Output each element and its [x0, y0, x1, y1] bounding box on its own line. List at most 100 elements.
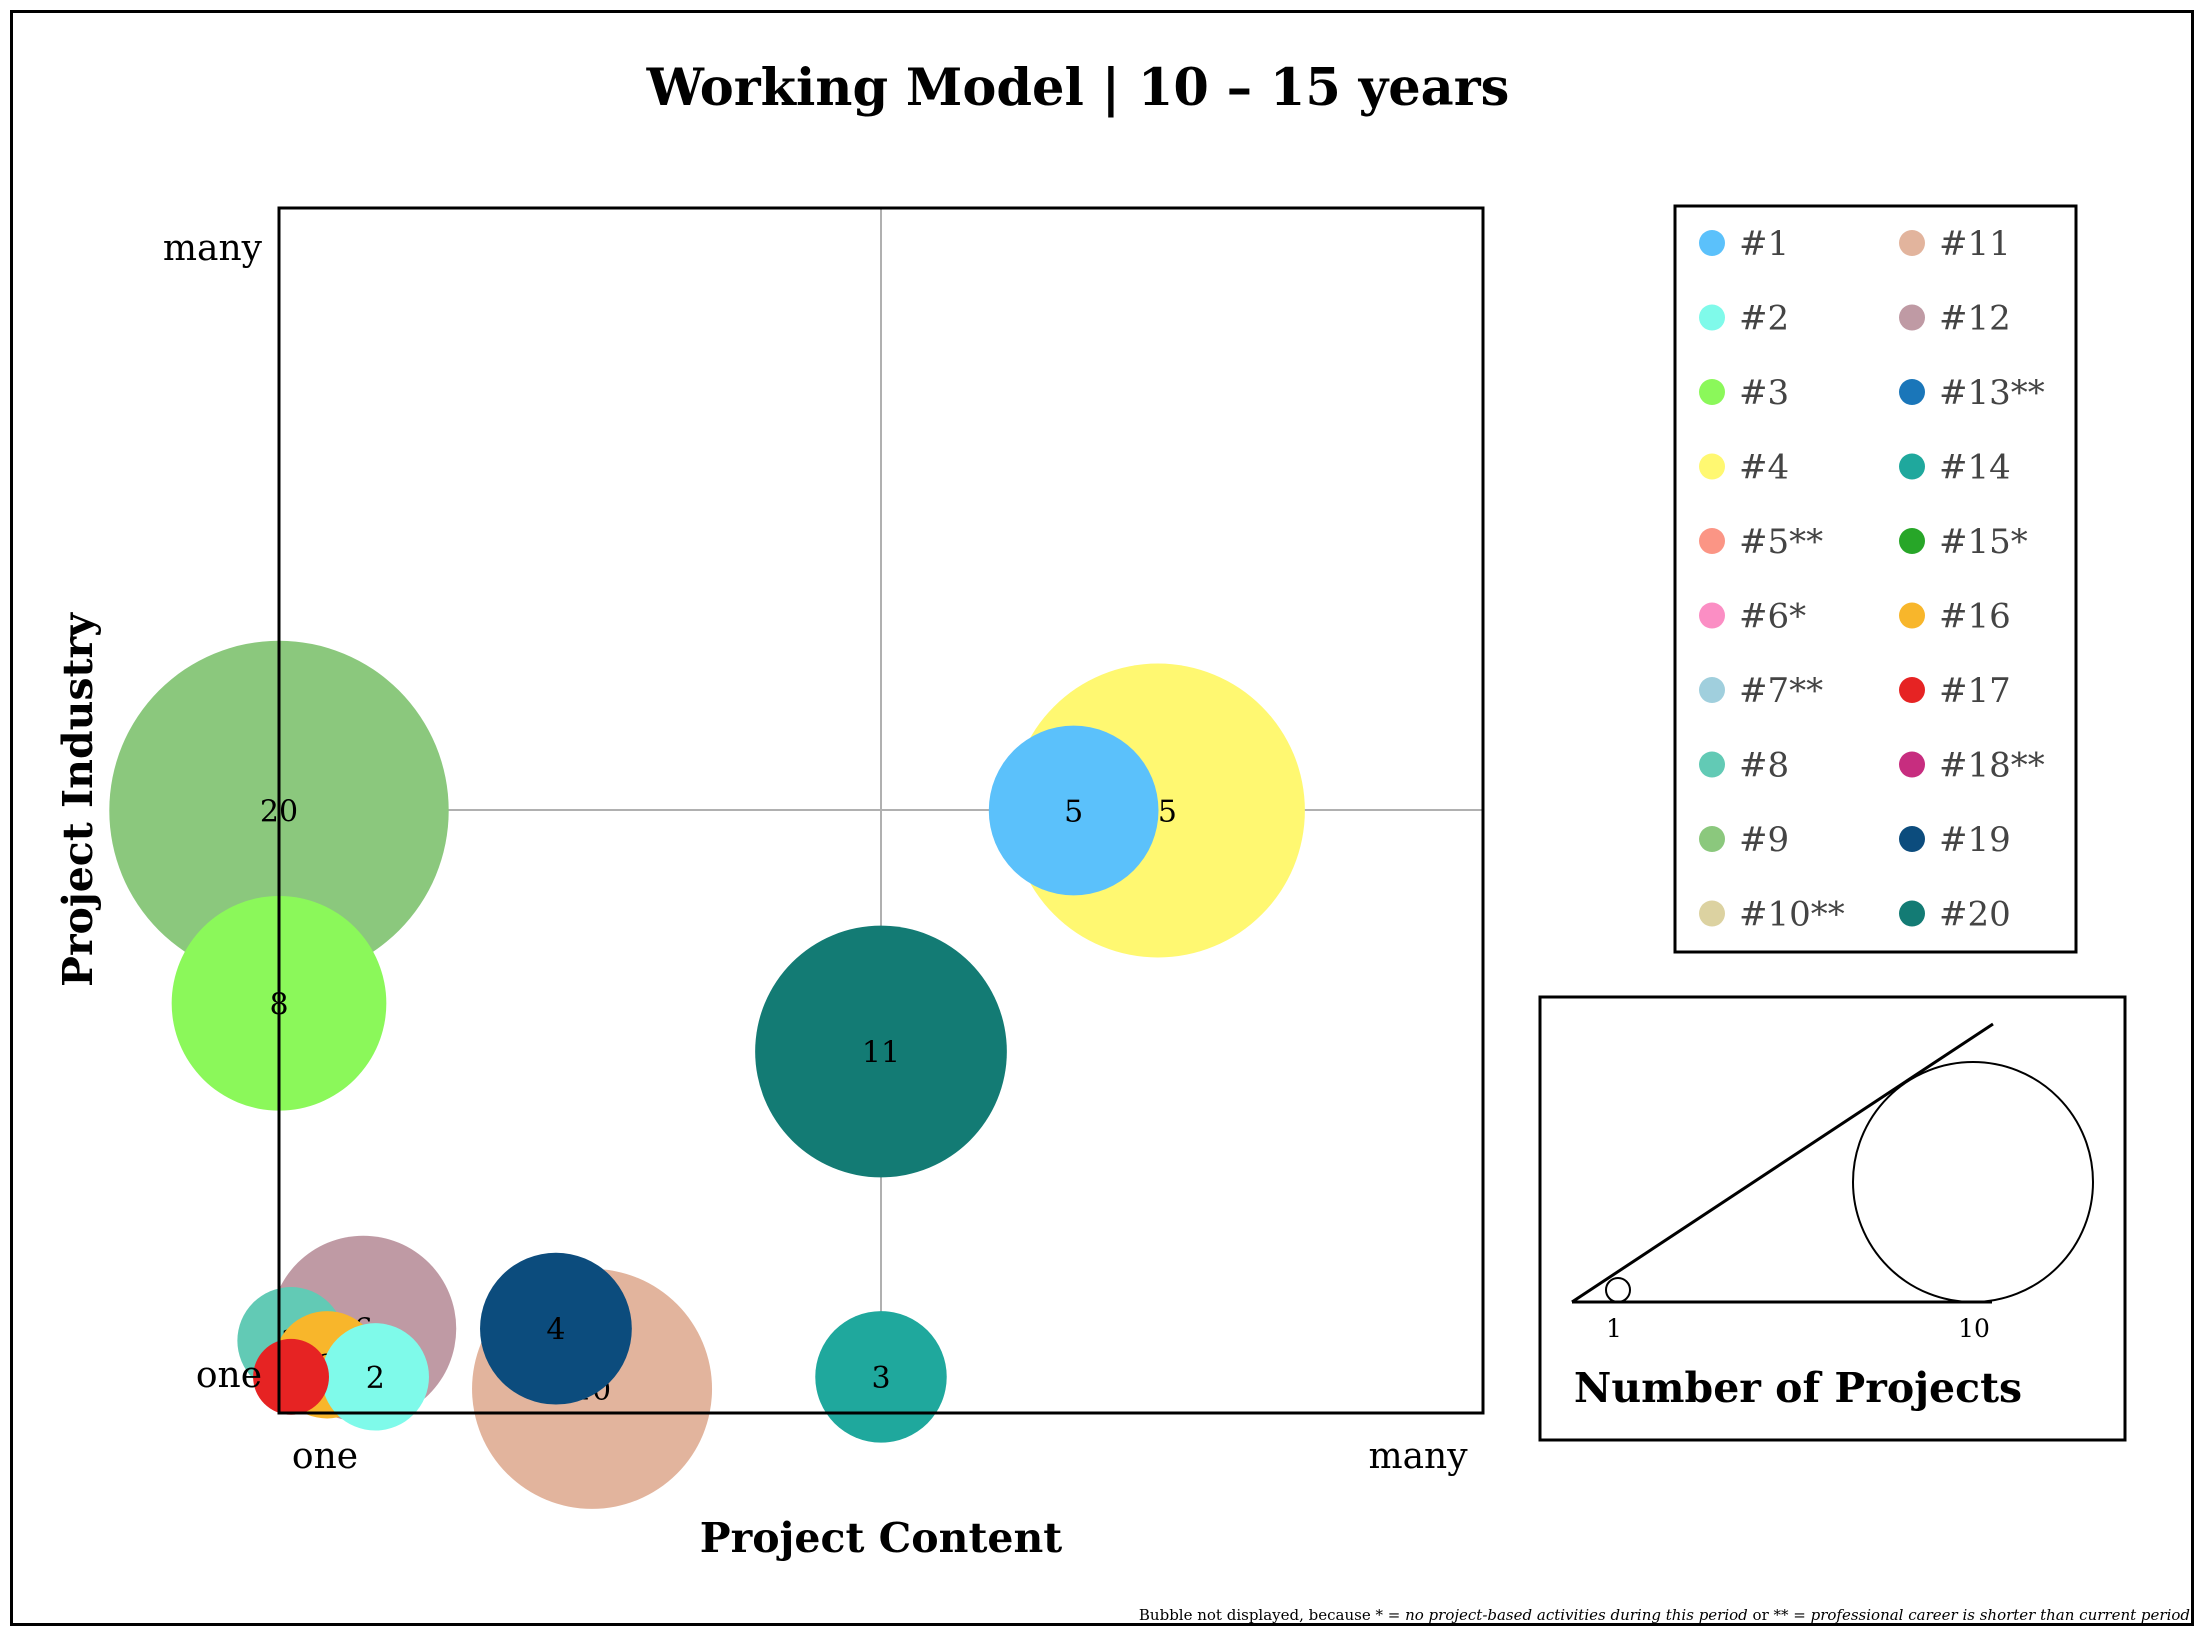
- bubble: 2: [321, 1323, 429, 1431]
- legend-label: #8: [1739, 746, 1789, 786]
- legend-label: #11: [1939, 224, 2011, 264]
- legend-swatch: [1699, 677, 1725, 703]
- legend-swatch: [1699, 602, 1725, 629]
- legend-item: #18**: [1899, 746, 2045, 786]
- legend-label: #2: [1739, 299, 1789, 339]
- legend-swatch: [1899, 230, 1925, 256]
- legend-item: #8: [1699, 746, 1789, 786]
- legend-label: #4: [1739, 448, 1789, 488]
- legend-swatch: [1899, 379, 1925, 405]
- legend-label: #20: [1939, 895, 2011, 935]
- legend-swatch: [1699, 230, 1725, 256]
- size-legend-label-10: 10: [1958, 1314, 1990, 1343]
- legend-swatch: [1699, 304, 1725, 331]
- legend-swatch: [1899, 826, 1925, 852]
- legend-label: #15*: [1939, 522, 2028, 562]
- bubble-circle: [988, 725, 1159, 896]
- footnote-middle: or ** =: [1748, 1606, 1811, 1624]
- legend-swatch: [1899, 528, 1925, 554]
- legend-swatch: [1899, 900, 1925, 927]
- legend-item: #16: [1899, 597, 2011, 637]
- legend-swatch: [1899, 602, 1925, 629]
- legend-label: #17: [1939, 671, 2011, 711]
- legend-swatch: [1699, 900, 1725, 927]
- bubble-label: 5: [1064, 795, 1083, 830]
- y-tick-many: many: [163, 228, 263, 269]
- bubble-circle: [321, 1323, 429, 1431]
- legend-swatch: [1699, 379, 1725, 405]
- footnote-note2: professional career is shorter than curr…: [1811, 1606, 2190, 1624]
- legend-swatch: [1699, 826, 1725, 852]
- x-tick-many: many: [1368, 1436, 1468, 1477]
- legend-item: #4: [1699, 448, 1789, 488]
- legend-item: #11: [1899, 224, 2011, 264]
- bubble: 11: [755, 925, 1007, 1178]
- size-legend-slope: [1571, 1022, 1994, 1304]
- legend-swatch: [1899, 751, 1925, 778]
- footnote-prefix: Bubble not displayed, because * =: [1139, 1606, 1405, 1624]
- legend-item: #1: [1699, 224, 1789, 264]
- size-legend: 1 10 Number of Projects: [1538, 995, 2127, 1442]
- bubble: [253, 1338, 329, 1415]
- legend-label: #6*: [1739, 597, 1806, 637]
- legend-item: #5**: [1699, 522, 1823, 562]
- size-legend-large-circle: [1852, 1061, 2094, 1303]
- legend-label: #3: [1739, 373, 1789, 413]
- legend-label: #16: [1939, 597, 2011, 637]
- legend-item: #9: [1699, 820, 1789, 860]
- size-legend-label-1: 1: [1606, 1314, 1622, 1343]
- legend-item: #17: [1899, 671, 2011, 711]
- legend-label: #14: [1939, 448, 2011, 488]
- plot-border: [277, 206, 1485, 1415]
- legend-label: #7**: [1739, 671, 1823, 711]
- size-legend-title: Number of Projects: [1574, 1364, 2022, 1412]
- bubble: 5: [988, 725, 1159, 896]
- plot-area: 2015581110643222: [109, 206, 1485, 1509]
- y-axis-label: Project Industry: [54, 612, 102, 987]
- legend-box: [1673, 204, 2078, 954]
- bubble-circle: [755, 925, 1007, 1178]
- legend-label: #10**: [1739, 895, 1845, 935]
- legend-label: #19: [1939, 820, 2011, 860]
- legend-item: #14: [1899, 448, 2011, 488]
- legend-item: #20: [1899, 895, 2011, 935]
- y-tick-one: one: [196, 1355, 262, 1396]
- legend-swatch: [1899, 677, 1925, 703]
- footnote: Bubble not displayed, because * = no pro…: [1139, 1606, 2190, 1624]
- legend-item: #13**: [1899, 373, 2045, 413]
- bubble-circle: [815, 1311, 947, 1443]
- size-legend-box: [1538, 995, 2127, 1442]
- bubble-label: 2: [366, 1361, 385, 1396]
- legend-item: #15*: [1899, 522, 2028, 562]
- bubble-circle: [253, 1338, 329, 1415]
- legend-item: #10**: [1699, 895, 1845, 935]
- legend-swatch: [1899, 453, 1925, 480]
- legend-swatch: [1899, 304, 1925, 331]
- legend-swatch: [1699, 528, 1725, 554]
- legend-item: #12: [1899, 299, 2011, 339]
- legend: #1 #2 #3 #4 #5** #6* #7** #8 #9 #10** #11 #12 #13** #…: [1673, 204, 2078, 954]
- legend-label: #18**: [1939, 746, 2045, 786]
- legend-label: #9: [1739, 820, 1789, 860]
- x-axis-label: Project Content: [700, 1514, 1062, 1562]
- legend-swatch: [1699, 751, 1725, 778]
- legend-item: #7**: [1699, 671, 1823, 711]
- legend-items: #1 #2 #3 #4 #5** #6* #7** #8 #9 #10** #11 #12 #13** #…: [1699, 224, 2045, 935]
- figure-frame: [10, 10, 2194, 1626]
- bubble: 4: [480, 1252, 632, 1405]
- bubble: 3: [815, 1311, 947, 1443]
- legend-item: #6*: [1699, 597, 1806, 637]
- footnote-note1: no project-based activities during this …: [1405, 1606, 1748, 1624]
- legend-label: #12: [1939, 299, 2011, 339]
- legend-label: #1: [1739, 224, 1789, 264]
- bubble-layer: 2015581110643222: [109, 640, 1305, 1509]
- bubble-label: 3: [871, 1361, 890, 1396]
- legend-item: #2: [1699, 299, 1789, 339]
- bubble-circle: [480, 1252, 632, 1405]
- legend-item: #3: [1699, 373, 1789, 413]
- x-tick-one: one: [292, 1436, 358, 1477]
- legend-label: #13**: [1939, 373, 2045, 413]
- chart-title: Working Model | 10 – 15 years: [646, 58, 1510, 118]
- legend-label: #5**: [1739, 522, 1823, 562]
